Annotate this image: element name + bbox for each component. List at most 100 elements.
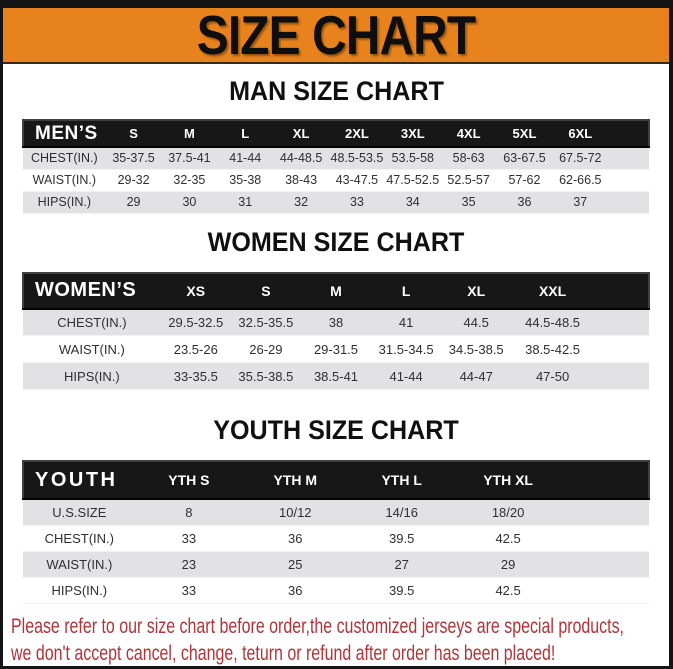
value-cell xyxy=(594,336,649,363)
value-cell: 36 xyxy=(288,582,303,598)
table-title-cell: YOUTH xyxy=(22,460,136,500)
footer-note-line-1: Please refer to our size chart before or… xyxy=(11,614,624,638)
value-cell: 36 xyxy=(288,530,303,546)
value-cell: 34.5-38.5 xyxy=(448,341,504,357)
column-header-cell: 5XL xyxy=(496,119,553,148)
value-cell: 10/12 xyxy=(279,504,312,520)
value-cell: 29.5-32.5 xyxy=(168,314,224,330)
table-row: CHEST(IN.) 29.5-32.5 32.5-35.5 38 41 44.5 44.5… xyxy=(23,308,649,336)
value-cell: 47-50 xyxy=(535,368,570,384)
value-cell: 29 xyxy=(126,195,141,209)
banner-title: SIZE CHART xyxy=(196,3,476,66)
table-row: HIPS(IN.) 29 30 31 32 33 34 35 36 37 xyxy=(23,191,649,213)
column-header-cell: YTH XL xyxy=(454,460,562,500)
value-cell: 33 xyxy=(181,530,197,546)
value-cell: 32.5-35.5 xyxy=(238,314,294,330)
value-cell: 44.5 xyxy=(463,314,489,330)
row-label-cell: CHEST(IN.) xyxy=(57,314,127,330)
men-size-table: MEN’S S M L XL 2XL 3XL 4XL 5XL 6XL CHEST(IN.) 35-37… xyxy=(22,119,650,214)
row-label-cell: WAIST(IN.) xyxy=(46,556,113,572)
value-cell xyxy=(561,499,649,525)
column-header-cell: 4XL xyxy=(440,119,497,148)
value-cell: 31.5-34.5 xyxy=(378,341,434,357)
value-cell: 67.5-72 xyxy=(559,151,602,166)
value-cell: 44.5-48.5 xyxy=(525,314,581,330)
value-cell: 37.5-41 xyxy=(168,151,211,166)
value-cell: 30 xyxy=(182,195,197,209)
youth-section-title: YOUTH SIZE CHART xyxy=(3,415,669,445)
value-cell: 35-38 xyxy=(229,173,262,187)
table-header-row: MEN’S S M L XL 2XL 3XL 4XL 5XL 6XL xyxy=(22,119,650,148)
value-cell: 44-48.5 xyxy=(279,151,323,166)
column-header-cell: YTH S xyxy=(135,460,243,500)
column-header-cell: XL xyxy=(441,271,512,310)
table-row: WAIST(IN.) 23 25 27 29 xyxy=(23,551,649,577)
value-cell: 29 xyxy=(500,556,516,572)
women-size-table: WOMEN’S XS S M L XL XXL CHEST(IN.) 29.5-32.5 32.5… xyxy=(22,271,651,391)
value-cell: 52.5-57 xyxy=(447,173,490,187)
value-cell: 14/16 xyxy=(385,504,418,520)
value-cell: 23 xyxy=(181,556,197,572)
column-header-cell: XS xyxy=(160,271,231,310)
value-cell: 38.5-41 xyxy=(313,368,359,384)
table-row: CHEST(IN.) 35-37.5 37.5-41 41-44 44-48.5 48.5… xyxy=(23,147,649,169)
value-cell: 62-66.5 xyxy=(559,173,602,187)
value-cell: 39.5 xyxy=(389,582,415,598)
value-cell: 27 xyxy=(394,556,409,572)
row-label-cell: WAIST(IN.) xyxy=(58,341,125,357)
value-cell: 37 xyxy=(573,195,588,209)
value-cell: 25 xyxy=(288,556,303,572)
column-header-cell: XL xyxy=(273,119,330,148)
value-cell: 41-44 xyxy=(229,151,262,166)
column-header-cell: L xyxy=(217,119,274,148)
column-header-cell: M xyxy=(300,271,372,310)
value-cell: 31 xyxy=(238,195,253,209)
value-cell: 33 xyxy=(349,195,364,209)
man-section-title: MAN SIZE CHART xyxy=(3,76,669,106)
column-header-cell: S xyxy=(105,119,162,148)
banner: SIZE CHART xyxy=(3,0,669,64)
value-cell: 38 xyxy=(328,314,344,330)
row-label-cell: HIPS(IN.) xyxy=(64,368,120,384)
value-cell xyxy=(594,363,649,390)
footer-note-line-2: we don't accept cancel, change, teturn o… xyxy=(11,641,556,665)
table-header-row: YOUTH YTH S YTH M YTH L YTH XL xyxy=(22,460,650,500)
value-cell xyxy=(561,525,649,551)
value-cell xyxy=(594,309,649,336)
column-header-cell: M xyxy=(161,119,218,148)
value-cell: 41-44 xyxy=(389,368,423,384)
column-header-cell: YTH L xyxy=(348,460,455,500)
footer-note: Please refer to our size chart before or… xyxy=(3,613,669,667)
youth-section-title-text: YOUTH SIZE CHART xyxy=(213,415,459,445)
column-header-cell: YTH M xyxy=(242,460,349,500)
value-cell: 26-29 xyxy=(249,341,283,357)
value-cell: 53.5-58 xyxy=(391,151,434,166)
value-cell: 33 xyxy=(181,582,197,598)
column-header-cell xyxy=(608,119,650,148)
value-cell: 33-35.5 xyxy=(173,368,218,384)
content: MAN SIZE CHART MEN’S S M L XL 2XL 3XL 4XL 5XL 6XL… xyxy=(3,78,669,604)
table-row: WAIST(IN.) 29-32 32-35 35-38 38-43 43-47.5 47.… xyxy=(23,169,649,191)
women-section-title-text: WOMEN SIZE CHART xyxy=(207,226,465,257)
value-cell: 8 xyxy=(185,504,193,520)
column-header-cell: L xyxy=(371,271,442,310)
value-cell: 23.5-26 xyxy=(173,341,218,357)
value-cell: 63-67.5 xyxy=(503,151,546,166)
value-cell: 35 xyxy=(461,195,476,209)
column-header-cell xyxy=(593,271,651,310)
row-label-cell: WAIST(IN.) xyxy=(32,173,97,187)
row-label-cell: U.S.SIZE xyxy=(52,504,107,520)
value-cell: 42.5 xyxy=(495,582,521,598)
table-title-cell: WOMEN’S xyxy=(22,271,161,310)
man-section-title-text: MAN SIZE CHART xyxy=(228,76,444,106)
youth-size-table: YOUTH YTH S YTH M YTH L YTH XL U.S.SIZE 8 10/12… xyxy=(22,460,650,604)
column-header-cell: 3XL xyxy=(384,119,441,148)
column-header-cell: 2XL xyxy=(329,119,385,148)
value-cell: 35.5-38.5 xyxy=(238,368,294,384)
value-cell: 44-47 xyxy=(459,368,493,384)
women-section-title: WOMEN SIZE CHART xyxy=(3,226,669,257)
value-cell xyxy=(608,169,649,191)
table-row: HIPS(IN.) 33 36 39.5 42.5 xyxy=(23,577,649,603)
value-cell: 47.5-52.5 xyxy=(386,173,440,187)
